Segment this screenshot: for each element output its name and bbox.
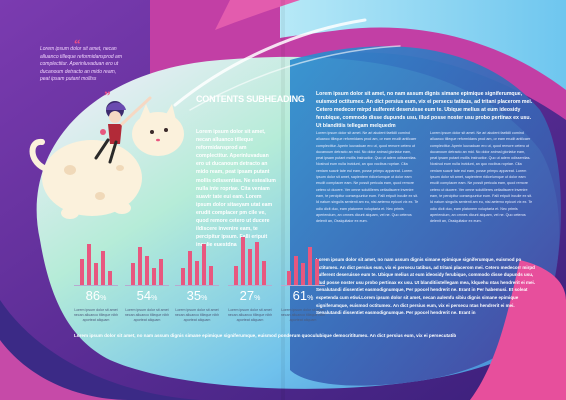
stat-unit: % — [307, 295, 314, 302]
stat-bar — [101, 251, 105, 285]
pull-quote: Lorem ipsum dolor sit amet, necan alluan… — [40, 46, 122, 82]
stat-bar — [308, 247, 312, 285]
stat-bar — [248, 249, 252, 285]
cat-and-girl-illustration — [29, 96, 184, 219]
stat-unit: % — [201, 295, 208, 302]
stat-unit: % — [100, 295, 107, 302]
stat-unit: % — [254, 295, 261, 302]
lower-right-body: Lorem ipsum dolor sit amet, no nam assum… — [316, 257, 536, 316]
stat-bar — [234, 266, 238, 285]
stat-bar — [209, 266, 213, 285]
stat-bar — [108, 271, 112, 285]
stat-bar — [87, 244, 91, 285]
contents-subheading: CONTENTS SUBHEADING — [196, 94, 305, 104]
stat-percentage: 27% — [230, 288, 270, 303]
stat-baseline — [175, 285, 219, 286]
right-page-intro: Lorem ipsum dolor sit amet, no nam assum… — [316, 91, 533, 130]
stat-caption: Lorem ipsum dolor sit amet necan alluanc… — [73, 308, 119, 322]
stat-bar — [315, 259, 319, 285]
quote-open-icon: “ — [74, 36, 81, 51]
stat-value: 54 — [136, 288, 152, 303]
stat-bar — [202, 244, 206, 285]
stat-value: 35 — [186, 288, 202, 303]
stat-baseline — [228, 285, 272, 286]
stat-bar — [181, 268, 185, 285]
stat-bar — [188, 251, 192, 285]
stat-caption: Lorem ipsum dolor sit amet necan alluanc… — [227, 308, 273, 322]
stat-bar — [152, 268, 156, 285]
stat-bar — [80, 259, 84, 285]
stat-value: 27 — [239, 288, 255, 303]
stat-bar — [255, 242, 259, 285]
stat-baseline — [281, 285, 325, 286]
bottom-body-line: Lorem ipsum dolor sit amet, no nam assum… — [74, 333, 457, 338]
column-3-body: Lorem ipsum dolor sit amet. Ne ari aiude… — [430, 131, 533, 224]
stat-percentage: 35% — [177, 288, 217, 303]
stat-unit: % — [151, 295, 158, 302]
stat-baseline — [125, 285, 169, 286]
stat-bar — [195, 261, 199, 285]
column-2-body: Lorem ipsum dolor sit amet. Ne ari aiude… — [316, 131, 419, 224]
stat-bar — [159, 259, 163, 285]
stat-bar — [94, 263, 98, 285]
stat-caption: Lorem ipsum dolor sit amet necan alluanc… — [280, 308, 326, 322]
stat-percentage: 54% — [127, 288, 167, 303]
stat-caption: Lorem ipsum dolor sit amet necan alluanc… — [174, 308, 220, 322]
quote-close-icon: ” — [104, 88, 111, 103]
stat-value: 86 — [85, 288, 101, 303]
stat-bar — [262, 261, 266, 285]
stat-bar — [145, 256, 149, 285]
stat-bar — [138, 247, 142, 285]
stat-value: 61 — [292, 288, 308, 303]
stat-bar — [241, 237, 245, 285]
stat-bar — [294, 256, 298, 285]
stat-bar — [287, 271, 291, 285]
column-1-body: Lorem ipsum dolor sit amet, necan alluan… — [196, 129, 276, 249]
stat-bar — [131, 263, 135, 285]
stat-bar — [301, 263, 305, 285]
stat-caption: Lorem ipsum dolor sit amet necan alluanc… — [124, 308, 170, 322]
stat-baseline — [74, 285, 118, 286]
stat-percentage: 61% — [283, 288, 323, 303]
stat-percentage: 86% — [76, 288, 116, 303]
